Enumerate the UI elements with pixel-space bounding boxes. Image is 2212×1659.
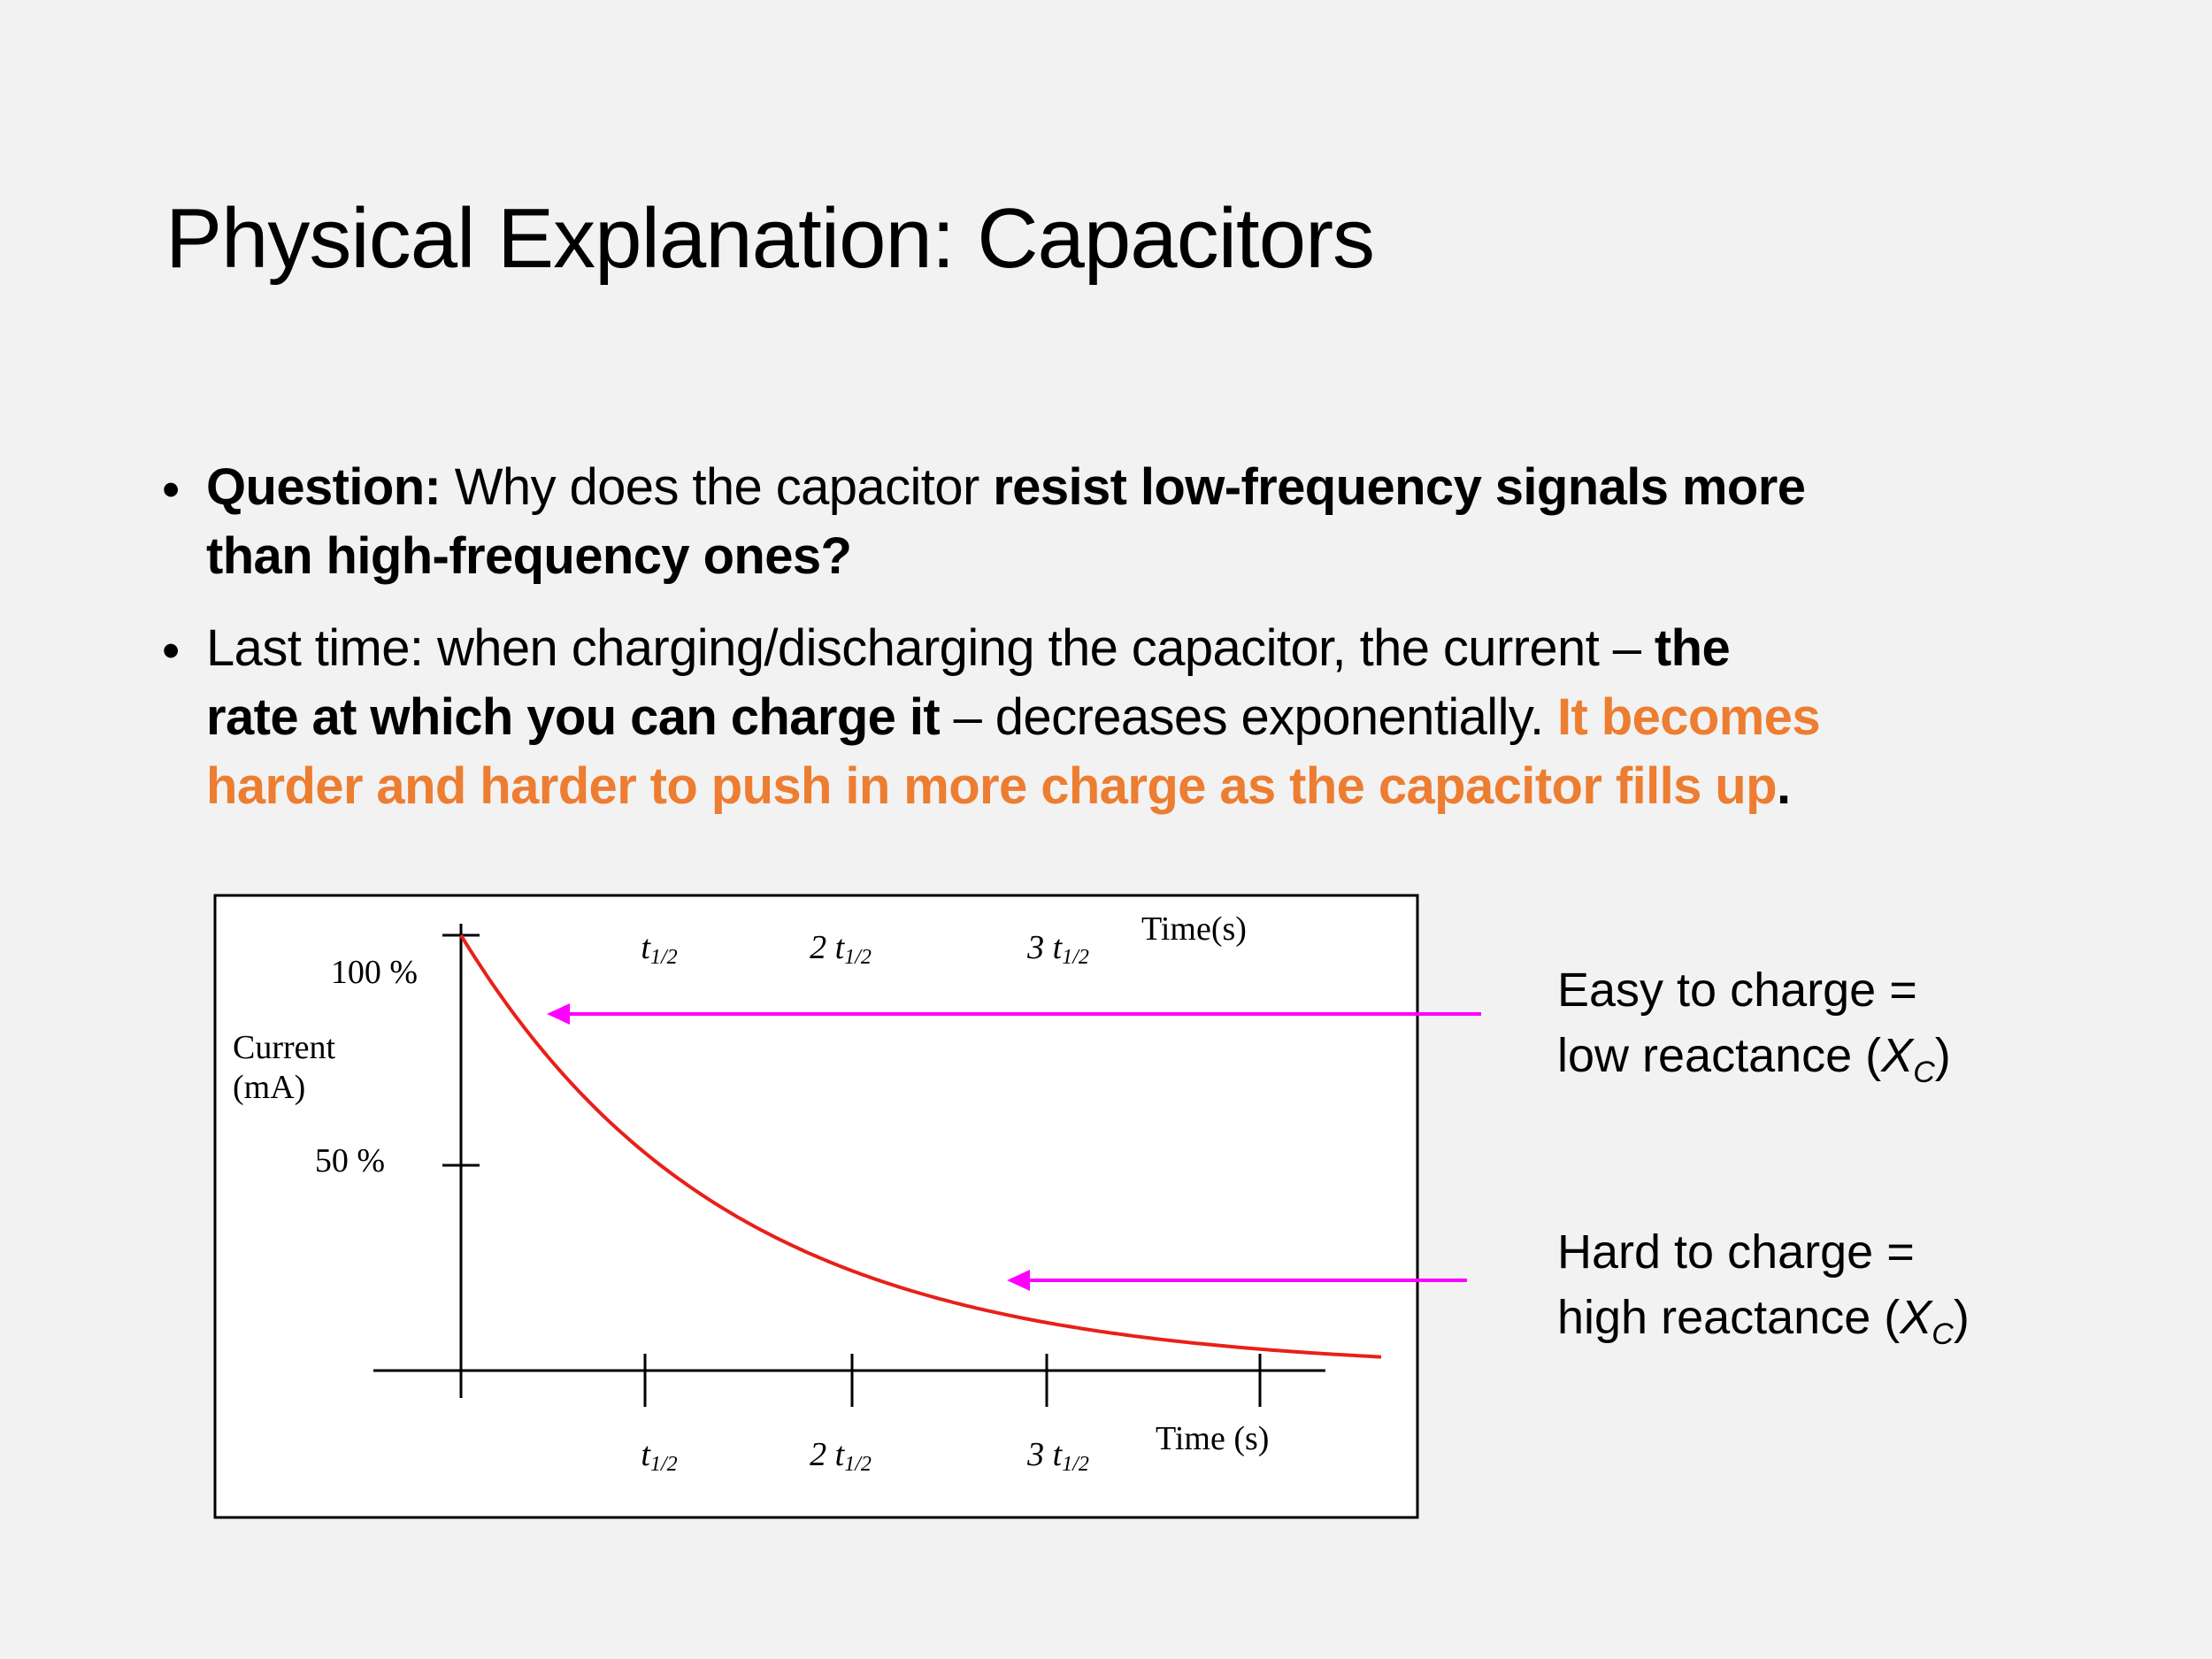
bullet-2-line-3: harder and harder to push in more charge…	[206, 757, 1791, 815]
x-axis-label-top: Time(s)	[1141, 910, 1247, 948]
y-tick-label-50: 50 %	[315, 1142, 385, 1179]
y-axis-label-line1: Current	[233, 1029, 336, 1066]
x-tick-label-1: t1/2	[641, 1436, 677, 1476]
x-tick-label-3: 3 t1/2	[1026, 1436, 1089, 1476]
hard-note-line2: high reactance (XC)	[1557, 1291, 1970, 1351]
easy-note-line2: low reactance (XC)	[1557, 1029, 1951, 1089]
x-tick-label-top-3: 3 t1/2	[1026, 929, 1089, 969]
bullet-marker: •	[162, 622, 180, 680]
slide-title: Physical Explanation: Capacitors	[165, 191, 1375, 286]
y-tick-label-100: 100 %	[331, 954, 418, 991]
bullet-2-line-2: rate at which you can charge it – decrea…	[206, 688, 1821, 746]
x-tick-label-2: 2 t1/2	[810, 1436, 872, 1476]
x-tick-label-top-1: t1/2	[641, 929, 677, 969]
arrow-easy	[547, 1003, 1481, 1025]
hard-note-line1: Hard to charge =	[1557, 1225, 1915, 1279]
bullet-marker: •	[162, 461, 180, 518]
y-axis-label-line2: (mA)	[233, 1069, 305, 1106]
arrow-head-icon	[547, 1003, 570, 1025]
arrow-hard	[1007, 1270, 1467, 1291]
easy-note-line1: Easy to charge =	[1557, 964, 1917, 1017]
bullet-1-line-2: than high-frequency ones?	[206, 527, 852, 585]
x-tick-label-top-2: 2 t1/2	[810, 929, 872, 969]
bullet-2-line-1: Last time: when charging/discharging the…	[206, 619, 1731, 677]
bullet-1-line-1: Question: Why does the capacitor resist …	[206, 458, 1806, 516]
arrow-head-icon	[1007, 1270, 1030, 1291]
chart-frame	[213, 894, 1419, 1519]
current-decay-curve	[459, 933, 1382, 1359]
x-axis-label: Time (s)	[1156, 1420, 1269, 1457]
